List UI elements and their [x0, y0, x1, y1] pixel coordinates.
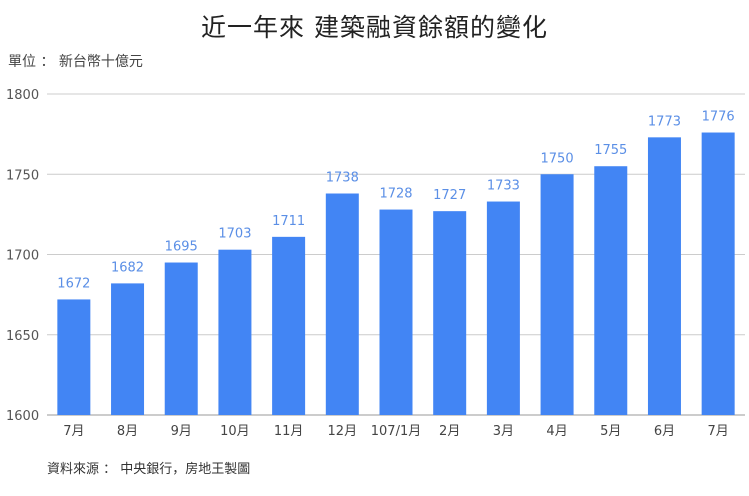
data-label: 1695 — [165, 240, 198, 255]
bar — [57, 299, 91, 415]
x-tick-label: 5月 — [600, 424, 621, 439]
x-tick-label: 7月 — [708, 424, 729, 439]
x-tick-label: 6月 — [654, 424, 675, 439]
data-label: 1727 — [433, 188, 466, 203]
data-label: 1773 — [648, 114, 681, 129]
bar — [325, 193, 359, 415]
x-tick-label: 9月 — [171, 424, 192, 439]
data-label: 1682 — [111, 260, 144, 275]
x-tick-label: 107/1月 — [371, 424, 421, 439]
source-note: 資料來源 ： 中央銀行，房地王製圖 — [47, 462, 251, 477]
bar — [701, 132, 735, 415]
bar — [164, 262, 198, 415]
data-label: 1703 — [218, 227, 251, 242]
x-tick-label: 7月 — [63, 424, 84, 439]
bar — [540, 174, 574, 415]
x-tick-label: 12月 — [328, 424, 358, 439]
bar — [218, 249, 252, 415]
x-tick-label: 2月 — [439, 424, 460, 439]
data-label: 1755 — [594, 143, 627, 158]
y-tick-label: 1800 — [6, 88, 39, 103]
bar — [379, 209, 413, 415]
data-label: 1728 — [379, 187, 412, 202]
x-tick-label: 4月 — [546, 424, 567, 439]
bar — [486, 201, 520, 415]
bar — [594, 166, 628, 415]
y-tick-label: 1750 — [6, 168, 39, 183]
x-tick-label: 8月 — [117, 424, 138, 439]
bar — [433, 211, 467, 415]
chart-title: 近一年來 建築融資餘額的變化 — [201, 13, 548, 42]
data-label: 1776 — [702, 110, 735, 125]
x-tick-label: 3月 — [493, 424, 514, 439]
data-label: 1738 — [326, 171, 359, 186]
y-tick-label: 1650 — [6, 329, 39, 344]
y-tick-label: 1700 — [6, 249, 39, 264]
data-label: 1750 — [541, 151, 574, 166]
data-label: 1711 — [272, 214, 305, 229]
bar — [272, 236, 306, 415]
bar — [647, 137, 681, 415]
x-tick-label: 10月 — [220, 424, 250, 439]
y-tick-label: 1600 — [6, 409, 39, 424]
data-label: 1672 — [57, 276, 90, 291]
x-tick-label: 11月 — [274, 424, 304, 439]
unit-label: 單位 ： 新台幣十億元 — [8, 54, 143, 70]
data-label: 1733 — [487, 179, 520, 194]
bar — [111, 283, 145, 415]
